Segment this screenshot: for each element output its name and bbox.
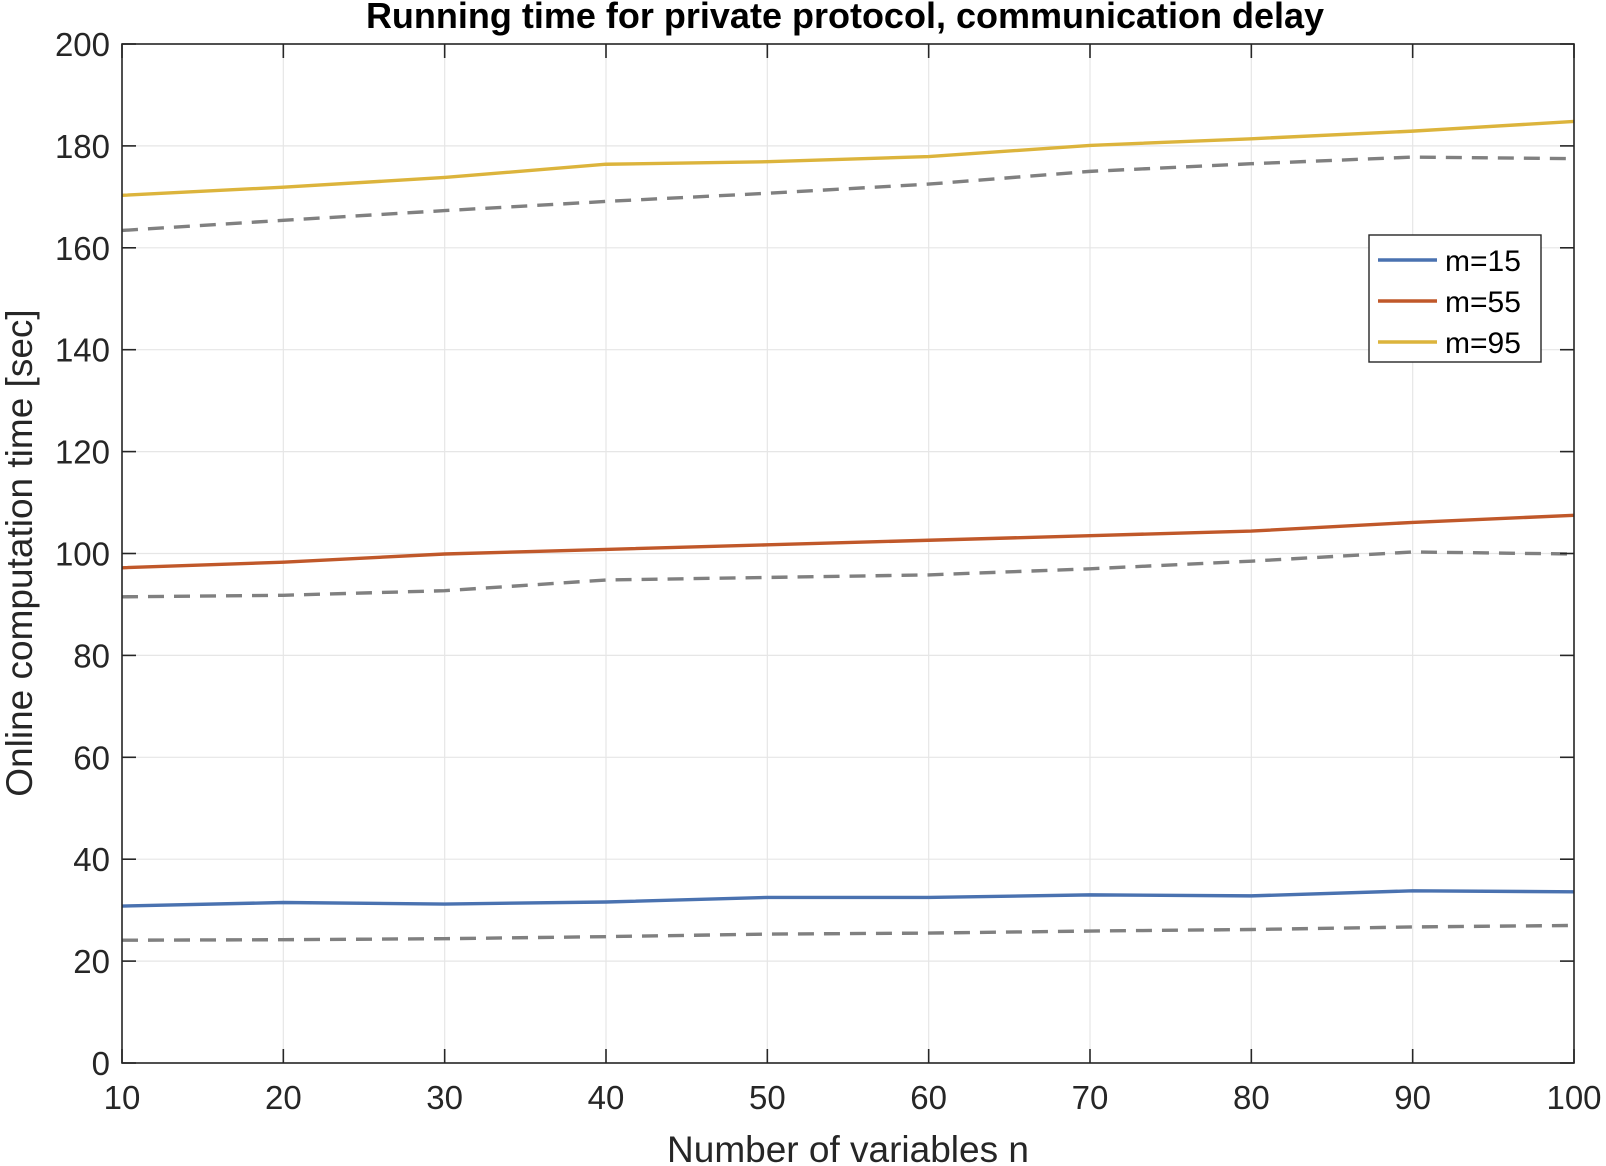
- y-tick-label: 20: [73, 943, 110, 980]
- dashed-series-line-4: [121, 550, 1575, 599]
- x-tick-label: 20: [265, 1079, 302, 1116]
- y-tick-label: 100: [55, 536, 110, 573]
- ticks: 10 20 30 40 50 60 70 80 90 100 0 20 40 60 80 100 120 140 1…: [55, 26, 1602, 1116]
- y-tick-label: 160: [55, 230, 110, 267]
- chart-title: Running time for private protocol, commu…: [366, 0, 1324, 36]
- x-axis-label: Number of variables n: [667, 1129, 1029, 1166]
- y-tick-label: 140: [55, 332, 110, 369]
- y-tick-label: 120: [55, 434, 110, 471]
- series-line-m-95: [121, 119, 1575, 198]
- y-tick-label: 40: [73, 841, 110, 878]
- x-tick-label: 90: [1394, 1079, 1431, 1116]
- x-tick-label: 100: [1546, 1079, 1601, 1116]
- y-tick-label: 60: [73, 739, 110, 776]
- x-tick-label: 50: [749, 1079, 786, 1116]
- x-tick-label: 30: [426, 1079, 463, 1116]
- dashed-series-line-3: [121, 923, 1575, 942]
- y-tick-label: 0: [92, 1045, 110, 1082]
- legend-label: m=55: [1445, 286, 1521, 319]
- y-tick-label: 80: [73, 637, 110, 674]
- series-lines: [121, 119, 1575, 942]
- x-tick-label: 60: [910, 1079, 947, 1116]
- x-tick-label: 40: [588, 1079, 625, 1116]
- legend-label: m=15: [1445, 245, 1521, 278]
- series-line-m-15: [121, 889, 1575, 908]
- x-tick-label: 80: [1233, 1079, 1270, 1116]
- dashed-series-line-5: [121, 155, 1575, 233]
- legend: m=15 m=55 m=95: [1368, 234, 1542, 363]
- y-axis-label: Online computation time [sec]: [0, 309, 40, 796]
- y-tick-label: 180: [55, 128, 110, 165]
- x-tick-label: 10: [104, 1079, 141, 1116]
- x-tick-label: 70: [1072, 1079, 1109, 1116]
- legend-label: m=95: [1445, 327, 1521, 360]
- series-line-m-55: [121, 513, 1575, 570]
- y-tick-label: 200: [55, 26, 110, 63]
